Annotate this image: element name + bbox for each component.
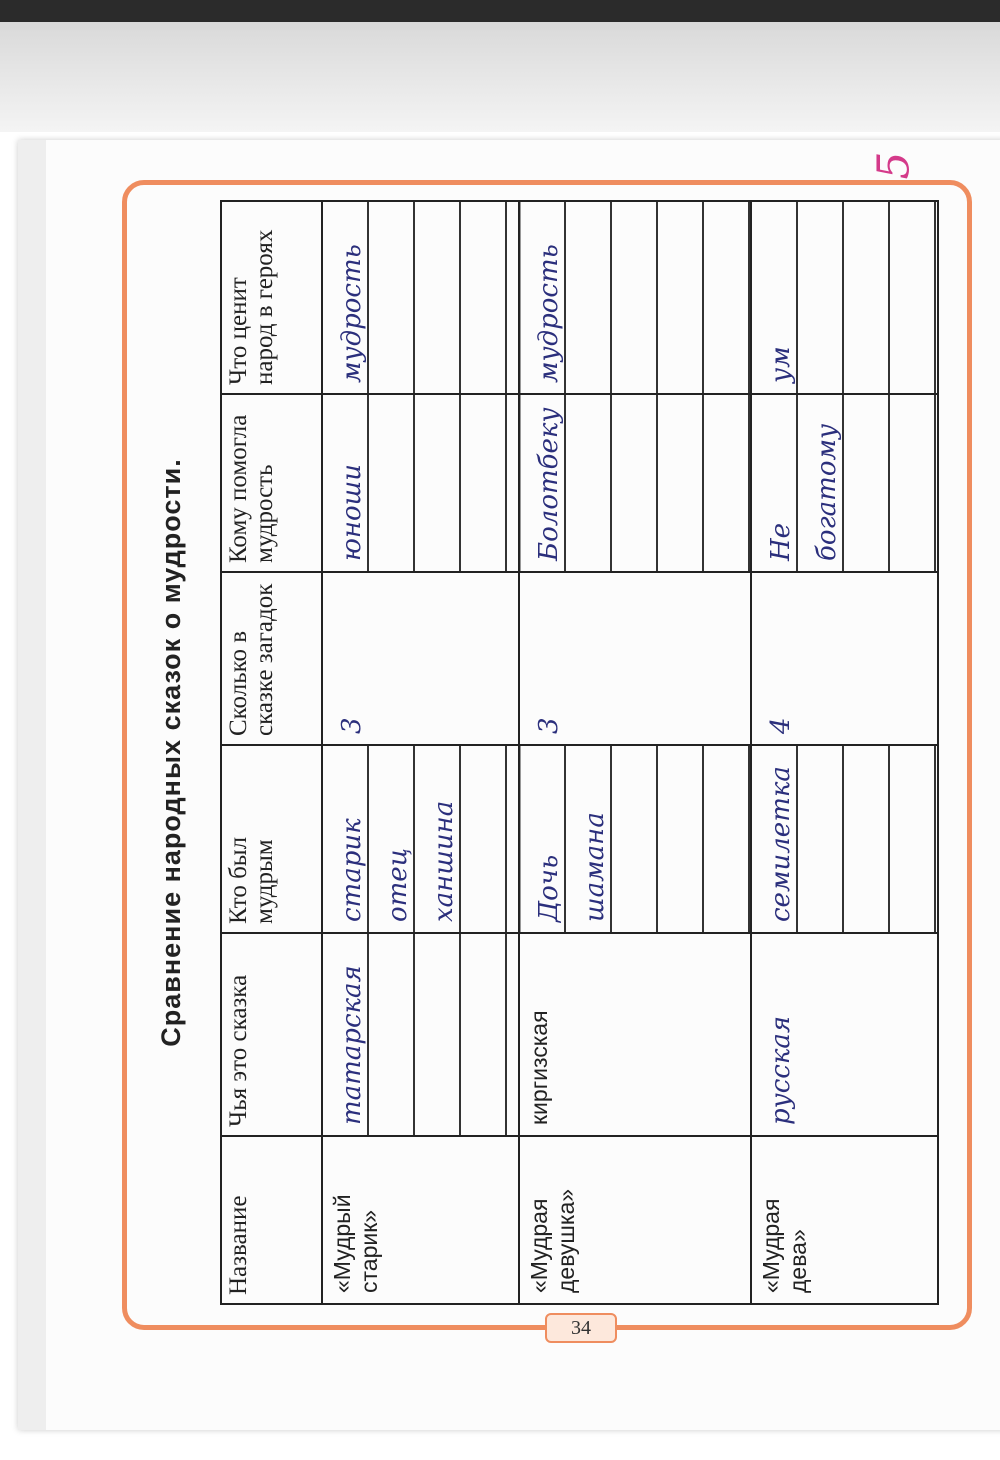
cell-values: мудрость [519, 201, 751, 394]
scan-shadow [0, 22, 1000, 132]
cell-values: ум [751, 201, 938, 394]
header-values: Что ценит народ в героях [221, 201, 322, 394]
header-helped: Кому помогла мудрость [221, 394, 322, 572]
cell-whose: киргизская [519, 933, 751, 1136]
page-number: 34 [545, 1313, 617, 1343]
cell-helped: Болотбеку [519, 394, 751, 572]
header-riddles: Сколько в сказке загадок [221, 572, 322, 745]
cell-who: Дочь шамана [519, 745, 751, 933]
table-row: «Мудрая девушка» киргизская Дочь шамана … [519, 201, 751, 1304]
header-who: Кто был мудрым [221, 745, 322, 933]
cell-riddles: 3 [519, 572, 751, 745]
cell-whose: татарская [322, 933, 519, 1136]
cell-who: старик отец ханшина [322, 745, 519, 933]
rotated-content: Сравнение народных сказок о мудрости. На… [130, 180, 960, 1330]
cell-name: «Мудрая дева» [751, 1136, 938, 1304]
cell-whose: русская [751, 933, 938, 1136]
table-row: «Мудрый старик» татарская старик отец ха… [322, 201, 519, 1304]
cell-riddles: 3 [322, 572, 519, 745]
grade-mark: 5 [868, 151, 920, 180]
header-whose: Чья это сказка [221, 933, 322, 1136]
cell-helped: юноши [322, 394, 519, 572]
cell-name: «Мудрый старик» [322, 1136, 519, 1304]
cell-helped: Не богатому [751, 394, 938, 572]
page-title: Сравнение народных сказок о мудрости. [156, 458, 186, 1047]
cell-values: мудрость [322, 201, 519, 394]
table-header-row: Название Чья это сказка Кто был мудрым С… [221, 201, 322, 1304]
header-name: Название [221, 1136, 322, 1304]
cell-name: «Мудрая девушка» [519, 1136, 751, 1304]
scanner-edge [0, 0, 1000, 22]
comparison-table: Название Чья это сказка Кто был мудрым С… [220, 200, 939, 1305]
cell-riddles: 4 [751, 572, 938, 745]
cell-who: семилетка [751, 745, 938, 933]
table-row: «Мудрая дева» русская семилетка 4 Не бог… [751, 201, 938, 1304]
